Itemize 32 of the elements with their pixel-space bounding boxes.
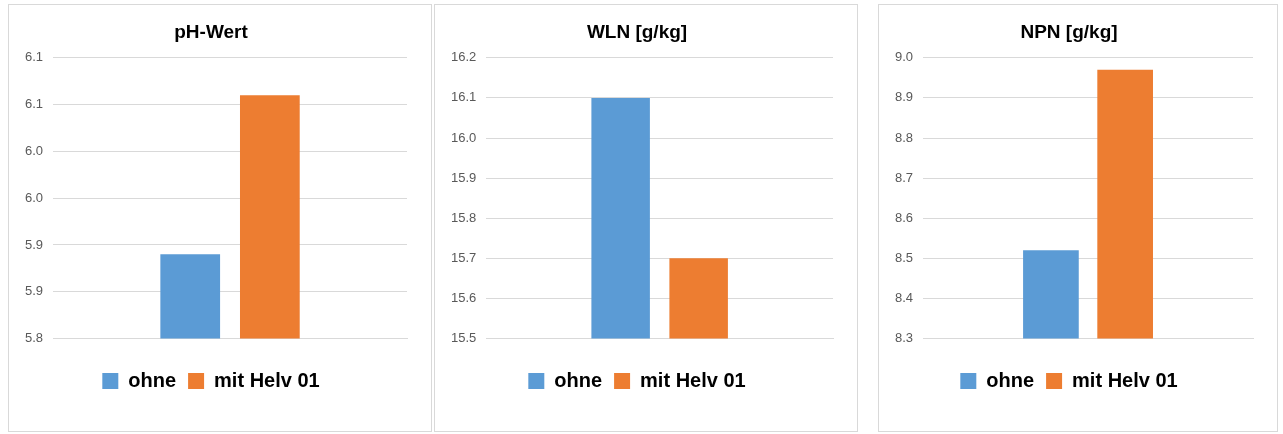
y-tick-label: 5.8 (24, 330, 44, 346)
y-tick-label: 8.4 (894, 290, 914, 306)
legend-label: mit Helv 01 (1072, 368, 1178, 391)
y-tick-label: 16.0 (450, 129, 477, 145)
legend-label: ohne (128, 368, 177, 391)
y-tick-label: 15.7 (450, 249, 477, 265)
y-tick-label: 16.1 (450, 89, 477, 105)
chart-title: WLN [g/kg] (586, 20, 688, 42)
chart-title: pH-Wert (174, 20, 249, 42)
y-tick-label: 15.6 (450, 290, 477, 306)
y-tick-label: 5.9 (24, 236, 44, 252)
legend-label: mit Helv 01 (640, 368, 746, 391)
y-tick-label: 6.1 (24, 96, 44, 112)
y-tick-label: 8.7 (894, 169, 914, 185)
legend-label: mit Helv 01 (214, 368, 320, 391)
y-tick-label: 6.0 (24, 142, 44, 158)
y-tick-label: 8.5 (894, 249, 914, 265)
y-tick-label: 8.8 (894, 129, 914, 145)
y-tick-label: 8.3 (894, 330, 914, 346)
y-tick-label: 6.0 (24, 189, 44, 205)
y-tick-label: 8.6 (894, 209, 914, 225)
y-tick-label: 15.5 (450, 330, 477, 346)
y-tick-label: 15.9 (450, 169, 477, 185)
chart-title: NPN [g/kg] (1020, 20, 1118, 42)
y-tick-label: 9.0 (894, 49, 914, 65)
y-tick-label: 15.8 (450, 209, 477, 225)
y-tick-label: 6.1 (24, 49, 44, 65)
legend-label: ohne (554, 368, 603, 391)
y-tick-label: 16.2 (450, 49, 477, 65)
y-tick-label: 8.9 (894, 89, 914, 105)
legend-label: ohne (986, 368, 1035, 391)
y-tick-label: 5.9 (24, 283, 44, 299)
